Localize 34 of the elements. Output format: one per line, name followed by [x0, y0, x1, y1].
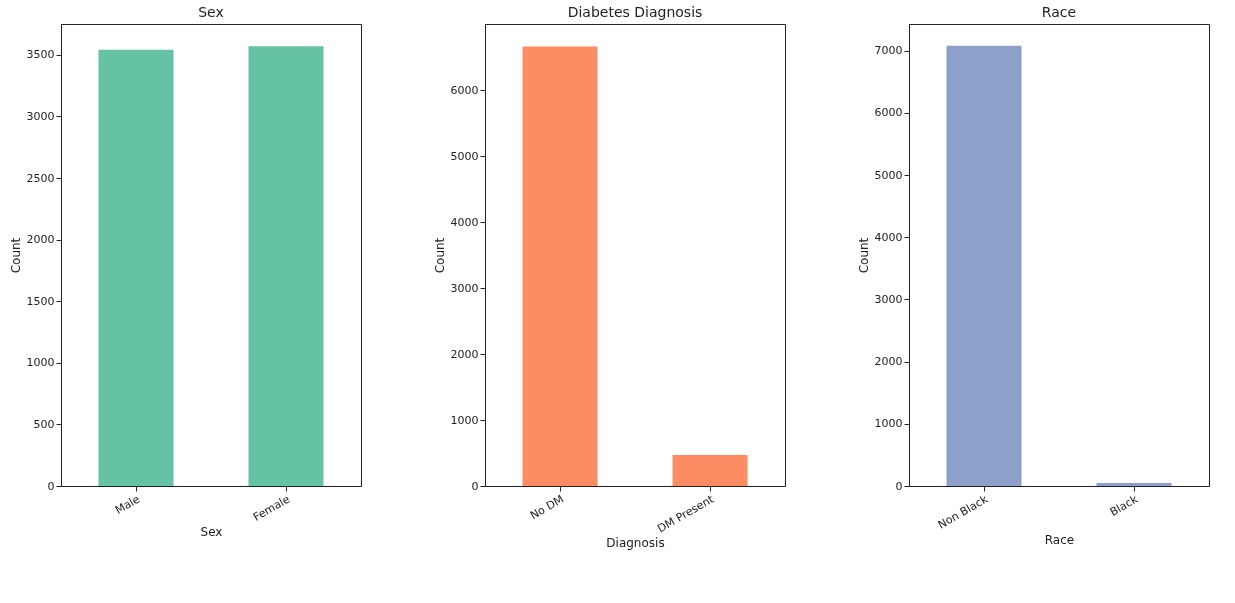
x-axis-title: Sex	[200, 524, 223, 539]
y-tick-label: 2000	[450, 347, 479, 361]
x-axis-title: Diagnosis	[606, 536, 665, 551]
chart-title: Race	[1041, 4, 1077, 20]
y-tick-label: 2000	[874, 355, 903, 369]
y-tick-label: 500	[33, 417, 55, 431]
x-axis-title: Race	[1044, 532, 1075, 547]
y-tick-label: 1000	[26, 356, 55, 370]
y-tick-label: 0	[47, 479, 55, 493]
x-tick-label: No DM	[527, 492, 566, 523]
y-axis-title: Count	[856, 237, 871, 274]
y-tick-label: 1500	[26, 294, 55, 308]
chart-title: Diabetes Diagnosis	[567, 4, 703, 20]
y-tick-label: 3000	[874, 292, 903, 306]
y-tick-label: 4000	[874, 230, 903, 244]
y-tick-label: 5000	[874, 168, 903, 182]
chart-title: Sex	[198, 4, 224, 20]
y-tick-label: 2500	[26, 171, 55, 185]
y-tick-label: 7000	[874, 44, 903, 58]
y-tick-label: 0	[471, 479, 479, 493]
y-tick-label: 0	[895, 479, 903, 493]
y-tick-label: 4000	[450, 215, 479, 229]
y-tick-label: 6000	[450, 83, 479, 97]
y-tick-label: 2000	[26, 233, 55, 247]
y-axis-title: Count	[432, 237, 447, 274]
y-tick-label: 1000	[450, 413, 479, 427]
y-tick-label: 6000	[874, 106, 903, 120]
y-tick-label: 3000	[450, 281, 479, 295]
x-tick-label: Male	[112, 492, 143, 517]
y-tick-label: 3500	[26, 48, 55, 62]
y-tick-label: 5000	[450, 149, 479, 163]
y-axis-title: Count	[8, 237, 23, 274]
y-tick-label: 1000	[874, 417, 903, 431]
y-tick-label: 3000	[26, 109, 55, 123]
